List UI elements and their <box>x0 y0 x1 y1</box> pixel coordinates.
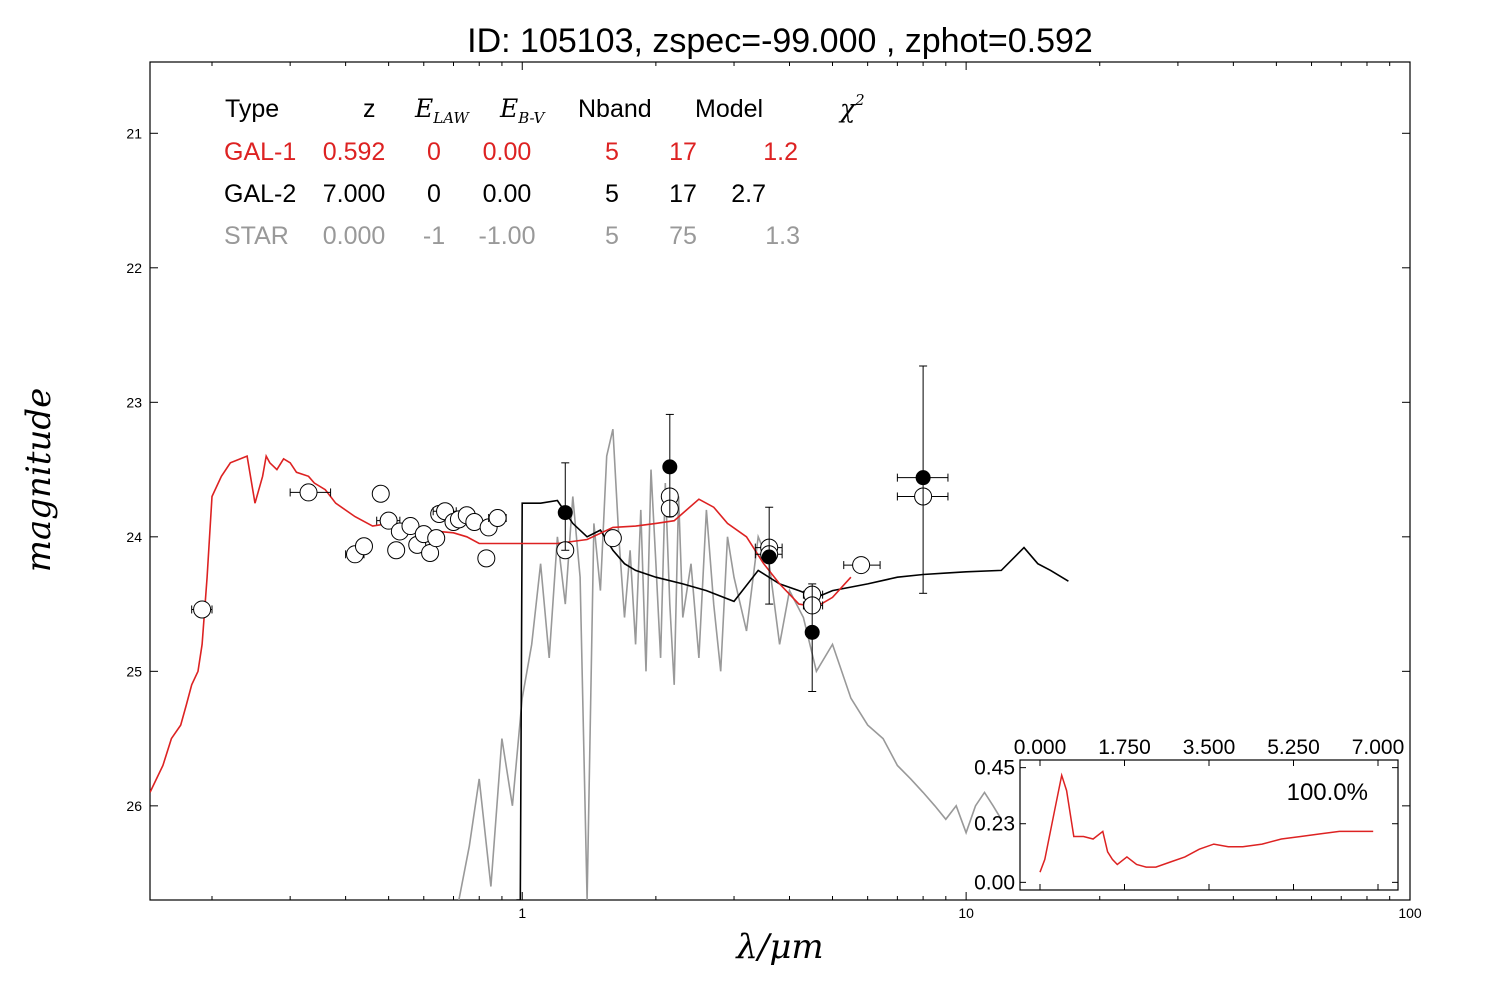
x-tick-label: 100 <box>1398 905 1422 921</box>
inset-percent-label: 100.0% <box>1287 779 1368 806</box>
inset-y-tick-label: 0.45 <box>974 757 1015 780</box>
inset-x-tick-label: 1.750 <box>1098 736 1151 759</box>
open-data-point <box>299 483 318 502</box>
open-data-point <box>193 600 212 619</box>
table-cell-nband: 5 <box>605 138 619 166</box>
filled-data-point <box>761 549 777 565</box>
table-header-z: z <box>363 95 376 123</box>
series-line-gal-1 <box>150 453 852 793</box>
x-axis-label: λ/μm <box>734 927 823 967</box>
open-data-point <box>401 517 420 536</box>
filled-data-point <box>915 470 931 486</box>
points-layer <box>191 365 949 693</box>
redshift-pdf-inset: 0.000 1.750 3.500 5.250 7.000 0.45 0.23 0.00 100… <box>974 736 1404 894</box>
filled-data-point <box>804 624 820 640</box>
table-cell-model: 17 <box>669 138 697 166</box>
y-axis-label: magnitude <box>19 388 59 573</box>
x-tick-label: 1 <box>518 905 526 921</box>
open-data-point <box>387 541 406 560</box>
y-tick-label: 21 <box>126 125 142 141</box>
table-cell-model: 75 <box>669 222 697 250</box>
inset-x-tick-label: 5.250 <box>1267 736 1320 759</box>
inset-y-tick-label: 0.23 <box>974 813 1015 836</box>
inset-x-tick-label: 7.000 <box>1352 736 1405 759</box>
open-data-point <box>354 537 373 556</box>
y-tick-label: 26 <box>126 798 142 814</box>
table-cell-chi2: 2.7 <box>731 180 766 208</box>
table-cell-chi2: 1.2 <box>763 138 798 166</box>
model-table: Type z ELAW EB-V Nband Model χ2 GAL-1 0.592 0 0.00… <box>224 91 865 250</box>
table-header-chi2: χ2 <box>838 91 865 123</box>
table-cell-type: GAL-1 <box>224 138 296 166</box>
filled-data-point <box>662 459 678 475</box>
table-cell-elaw: 0 <box>427 180 441 208</box>
table-cell-type: GAL-2 <box>224 180 296 208</box>
open-data-point <box>371 484 390 503</box>
inset-x-tick-label: 0.000 <box>1014 736 1067 759</box>
table-header-nband: Nband <box>578 95 652 123</box>
y-tick-label: 23 <box>126 394 142 410</box>
chart-title: ID: 105103, zspec=-99.000 , zphot=0.592 <box>467 22 1093 60</box>
plot-frame <box>149 61 1411 901</box>
table-cell-type: STAR <box>224 222 289 250</box>
table-header-ebv: EB-V <box>499 94 547 127</box>
table-cell-nband: 5 <box>605 222 619 250</box>
table-header-elaw: ELAW <box>414 94 470 127</box>
inset-y-tick-label: 0.00 <box>974 871 1015 894</box>
ticks-layer: 21 22 23 24 25 26 1 10 100 <box>126 62 1422 921</box>
table-cell-chi2: 1.3 <box>765 222 800 250</box>
y-tick-label: 22 <box>126 260 142 276</box>
y-tick-label: 25 <box>126 663 142 679</box>
table-header-type: Type <box>225 95 279 123</box>
table-cell-ebv: 0.00 <box>483 180 532 208</box>
table-cell-z: 0.592 <box>323 138 386 166</box>
table-cell-ebv: 0.00 <box>483 138 532 166</box>
open-data-point <box>379 511 398 530</box>
table-cell-elaw: -1 <box>423 222 445 250</box>
table-cell-model: 17 <box>669 180 697 208</box>
inset-x-tick-label: 3.500 <box>1183 736 1236 759</box>
table-cell-z: 7.000 <box>323 180 386 208</box>
series-line-gal-2 <box>516 499 1069 900</box>
y-tick-label: 24 <box>126 529 142 545</box>
open-data-point <box>488 508 507 527</box>
open-data-point <box>427 529 446 548</box>
open-data-point <box>477 549 496 568</box>
open-data-point <box>852 556 871 575</box>
open-data-point <box>603 529 622 548</box>
table-cell-z: 0.000 <box>323 222 386 250</box>
filled-data-point <box>557 505 573 521</box>
x-tick-label: 10 <box>958 905 974 921</box>
table-cell-nband: 5 <box>605 180 619 208</box>
table-cell-ebv: -1.00 <box>479 222 536 250</box>
table-header-model: Model <box>695 95 763 123</box>
inset-pdf-line <box>1039 772 1374 873</box>
table-cell-elaw: 0 <box>427 138 441 166</box>
